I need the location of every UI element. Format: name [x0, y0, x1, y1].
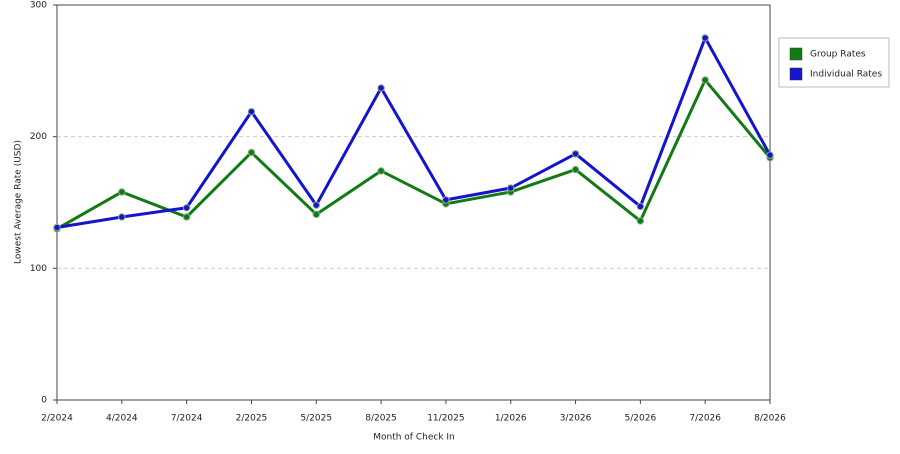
point: [766, 151, 774, 159]
point: [53, 223, 61, 232]
x-tick-label: 2/2024: [41, 414, 73, 424]
point: [507, 184, 515, 192]
point: [571, 150, 580, 158]
x-axis-label: Month of Check In: [373, 433, 455, 443]
x-tick-label: 8/2026: [754, 414, 786, 424]
point: [636, 217, 645, 225]
legend-swatch: [789, 47, 803, 61]
series-line: [56, 36, 772, 229]
y-axis-label: Lowest Average Rate (USD): [14, 140, 24, 264]
point: [701, 34, 709, 42]
legend-label: Individual Rates: [810, 70, 882, 80]
x-tick-label: 4/2024: [106, 414, 138, 424]
point: [312, 210, 320, 219]
x-tick-label: 7/2024: [171, 414, 203, 424]
x-tick-label: 1/2026: [495, 414, 527, 424]
x-tick-label: 5/2025: [300, 414, 332, 424]
point: [377, 84, 385, 92]
point: [247, 148, 256, 157]
point: [442, 196, 450, 204]
point: [118, 213, 126, 221]
y-tick-label: 100: [30, 264, 47, 274]
point: [377, 167, 385, 175]
series-line: [56, 78, 772, 231]
point: [247, 107, 256, 116]
legend-swatch: [789, 67, 803, 81]
point: [118, 188, 126, 196]
point: [636, 202, 645, 211]
point: [182, 213, 191, 221]
x-tick-label: 8/2025: [365, 414, 397, 424]
x-tick-label: 7/2026: [689, 414, 721, 424]
x-tick-label: 2/2025: [236, 414, 268, 424]
y-tick-label: 200: [30, 132, 47, 142]
y-tick-label: 0: [41, 396, 47, 406]
legend-label: Group Rates: [810, 50, 866, 60]
point: [182, 204, 191, 212]
x-tick-label: 11/2025: [427, 414, 464, 424]
point: [701, 76, 709, 84]
x-tick-label: 3/2026: [560, 414, 592, 424]
point: [312, 201, 320, 209]
plot-frame: [56, 4, 771, 401]
point: [571, 165, 580, 174]
x-tick-label: 5/2026: [625, 414, 657, 424]
y-tick-label: 300: [30, 1, 47, 11]
